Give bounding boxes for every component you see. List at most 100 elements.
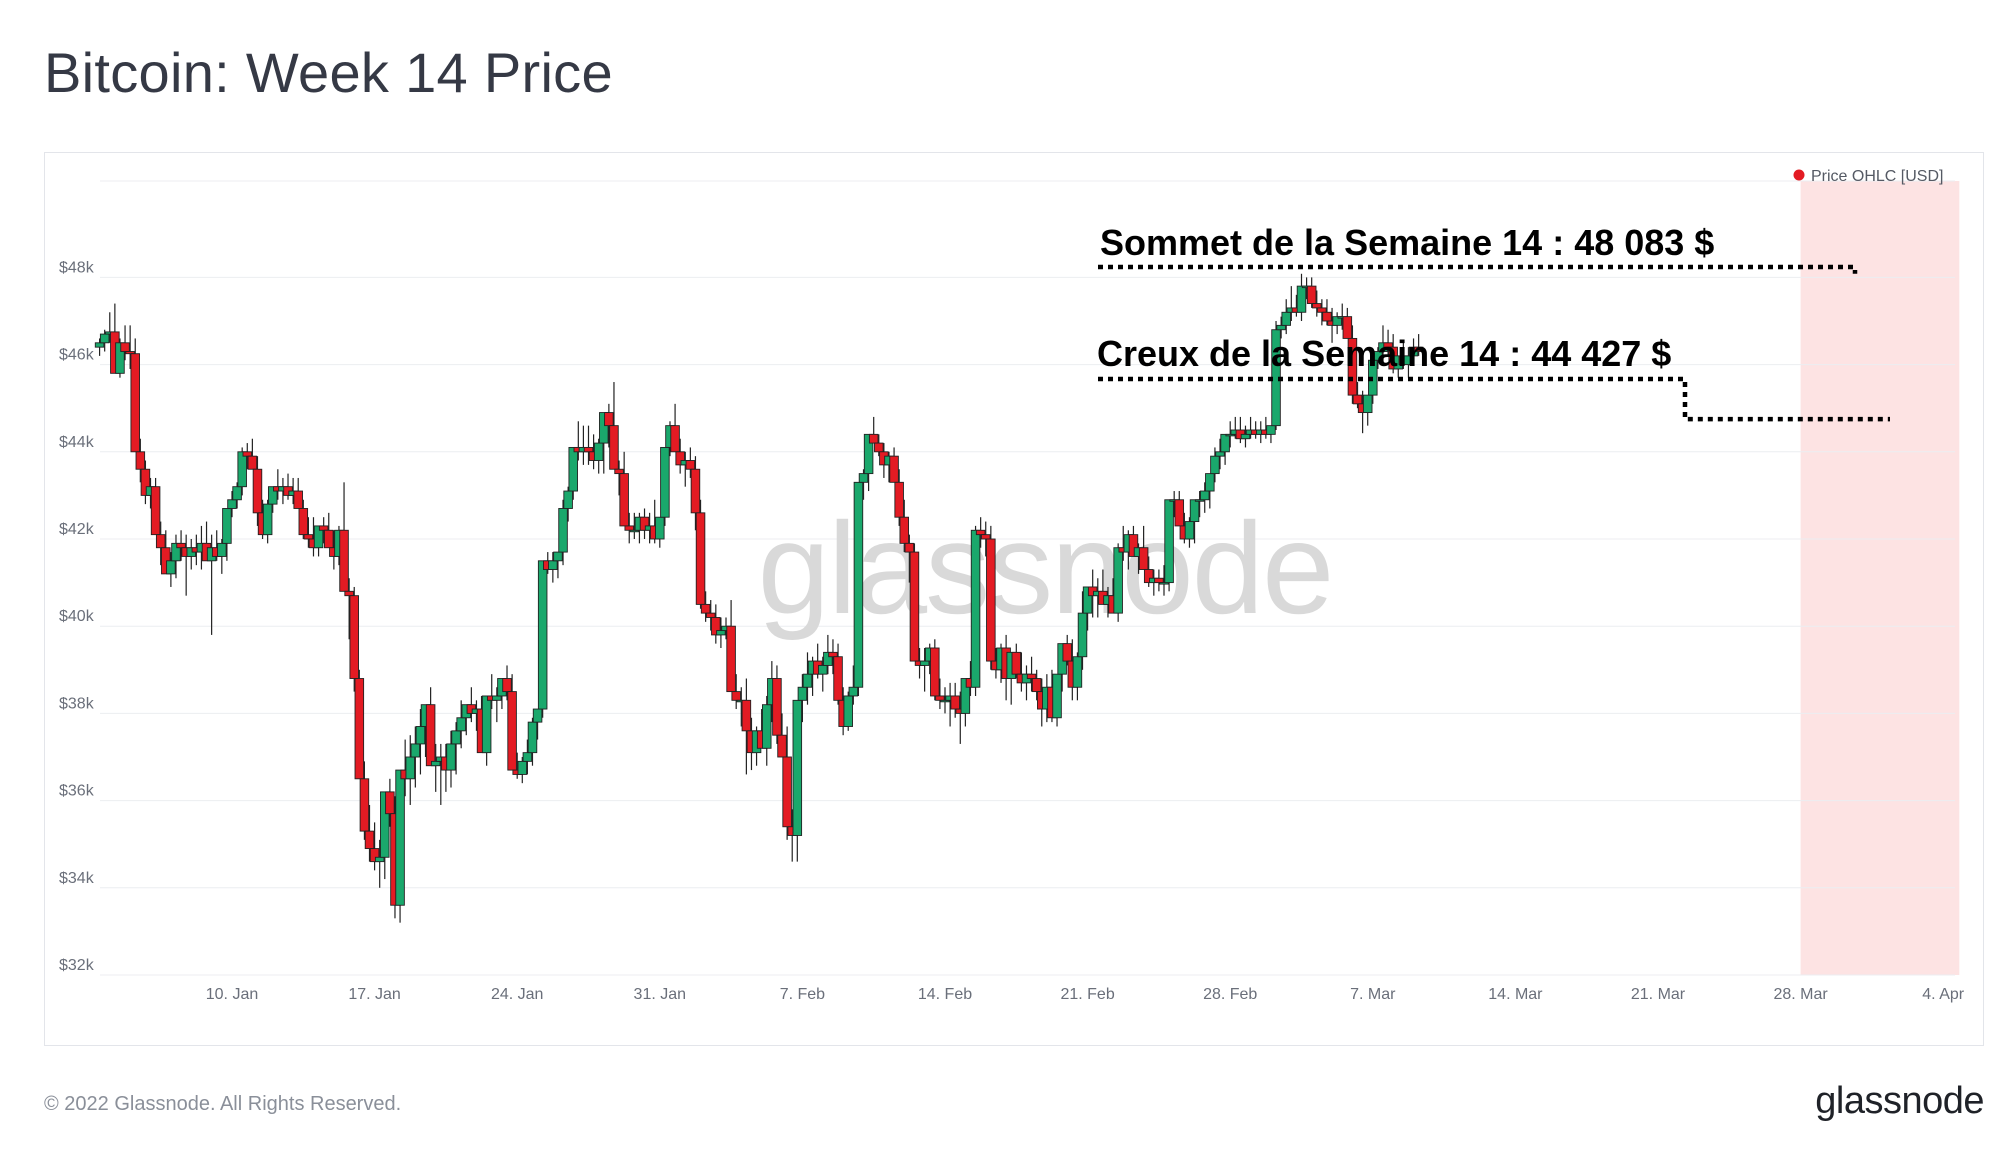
candle-body-down	[833, 656, 843, 701]
annotation-high-dotted-line	[1098, 264, 1858, 274]
legend-dot	[1793, 169, 1805, 181]
candle-body-down	[502, 678, 512, 693]
candle-body-down	[675, 451, 685, 466]
candle-body-up	[481, 695, 492, 754]
candle	[446, 730, 456, 788]
candle	[950, 682, 960, 718]
candle-body-down	[685, 460, 696, 470]
candle-body-down	[772, 678, 782, 736]
candle	[1347, 325, 1358, 404]
y-tick-label: $48k	[59, 259, 95, 276]
candle-body-down	[1342, 316, 1353, 339]
candle	[176, 530, 186, 561]
candle	[1138, 525, 1149, 570]
candle	[115, 338, 125, 378]
candle-body-up	[919, 660, 930, 666]
annotation-week14-low: Creux de la Semaine 14 : 44 427 $	[1097, 333, 1671, 374]
candle-body-up	[1189, 499, 1200, 523]
candle-body-up	[1205, 473, 1215, 492]
candle	[660, 446, 670, 526]
x-tick-label: 21. Feb	[1060, 986, 1114, 1003]
candle-body-down	[604, 412, 614, 427]
footer-copyright: © 2022 Glassnode. All Rights Reserved.	[44, 1093, 402, 1115]
candle	[171, 534, 181, 579]
candle	[324, 512, 334, 549]
candle-body-up	[823, 651, 833, 666]
candle-body-up	[430, 760, 441, 767]
x-tick-label: 14. Mar	[1488, 986, 1543, 1003]
candle	[619, 451, 629, 527]
candle-body-up	[1199, 490, 1210, 501]
candle	[451, 722, 461, 775]
candle	[930, 639, 940, 701]
candle	[604, 403, 614, 448]
candle	[1322, 299, 1332, 326]
candle-body-up	[313, 525, 324, 549]
candle-body-up	[267, 486, 278, 505]
candle	[940, 687, 950, 714]
y-tick-label: $34k	[59, 870, 95, 887]
candle-body-down	[120, 342, 130, 352]
candle-body-up	[1220, 433, 1230, 453]
candle-body-down	[135, 451, 146, 470]
candle-body-up	[1225, 433, 1235, 437]
candle	[578, 425, 589, 465]
candle	[1174, 491, 1185, 527]
candle-body-down	[741, 699, 752, 732]
candle	[675, 438, 685, 474]
candle-body-down	[303, 534, 314, 540]
candle-body-up	[863, 433, 874, 475]
candle-body-down	[507, 691, 517, 771]
candle-body-up	[716, 630, 726, 636]
candle-body-up	[492, 695, 502, 701]
candle	[874, 434, 884, 457]
candle	[823, 634, 833, 675]
candle	[135, 438, 146, 483]
candle-body-up	[237, 451, 247, 488]
candle	[395, 769, 405, 923]
candle-body-up	[171, 542, 181, 562]
candle	[517, 757, 528, 784]
y-tick-label: $46k	[59, 347, 95, 364]
candle	[1373, 347, 1383, 369]
candle	[695, 499, 706, 609]
candle	[629, 512, 640, 539]
candle-body-up	[1281, 311, 1291, 326]
candle	[242, 443, 253, 470]
candle-body-down	[125, 351, 135, 355]
candle	[130, 338, 140, 453]
candle	[1342, 307, 1353, 339]
candle	[125, 325, 135, 369]
page-title: Bitcoin: Week 14 Price	[44, 41, 613, 104]
candle	[155, 521, 166, 566]
candle-body-down	[726, 625, 736, 693]
candle	[762, 695, 772, 766]
candle	[1159, 565, 1169, 596]
candle-body-down	[777, 734, 787, 758]
candle-body-up	[629, 529, 640, 533]
candle	[425, 687, 436, 767]
price-chart: glassnode Sommet de la Semaine 14 : 48 0…	[59, 168, 1965, 1003]
candle	[1210, 447, 1220, 483]
candle-body-up	[395, 769, 405, 906]
candle-body-down	[1154, 577, 1164, 584]
x-tick-label: 28. Feb	[1203, 986, 1257, 1003]
candle-body-down	[909, 551, 920, 662]
candle	[1189, 499, 1200, 544]
candle	[252, 456, 263, 526]
candle	[1225, 421, 1235, 448]
candle	[150, 477, 161, 536]
candle	[298, 499, 309, 539]
candle-body-down	[1174, 499, 1185, 527]
candle-body-up	[532, 708, 543, 723]
candle	[568, 446, 578, 500]
candle-body-up	[1362, 394, 1373, 414]
candle-body-down	[385, 791, 395, 815]
candle-body-down	[318, 525, 329, 531]
candle-body-up	[655, 516, 665, 540]
candle	[349, 586, 359, 692]
candle-body-down	[1011, 651, 1022, 675]
candle-body-down	[1322, 311, 1332, 322]
candle-body-down	[935, 695, 945, 701]
candle	[843, 691, 853, 731]
